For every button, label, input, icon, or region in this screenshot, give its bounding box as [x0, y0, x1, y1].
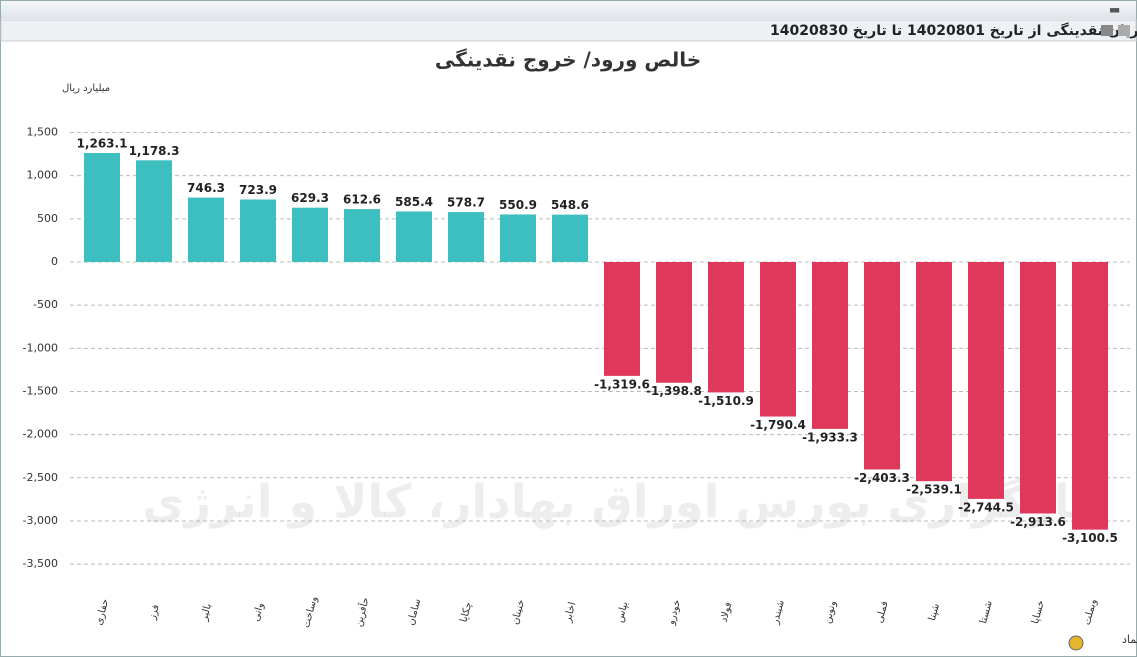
bar: [188, 197, 224, 262]
chart-title: خالص ورود/ خروج نقدینگی: [435, 48, 701, 72]
y-tick-label: 0: [51, 255, 58, 268]
bar: [1072, 262, 1108, 530]
header-row: [0, 19, 1137, 42]
data-label: 629.3: [291, 191, 329, 205]
data-label: 550.9: [499, 198, 537, 212]
y-tick-label: -3,500: [23, 557, 58, 570]
data-label: -2,403.3: [854, 471, 910, 485]
bar: [500, 214, 536, 262]
bar: [344, 209, 380, 262]
data-label: -1,510.9: [698, 394, 754, 408]
y-tick-label: -1,500: [23, 384, 58, 397]
x-tick-label: وانی: [251, 602, 267, 623]
data-label: -2,539.1: [906, 483, 962, 497]
x-tick-label: فرز: [147, 603, 162, 622]
x-tick-label: بالبر: [199, 602, 214, 623]
data-label: 746.3: [187, 181, 225, 195]
x-tick-label: فولاد: [719, 601, 735, 623]
data-label: -2,913.6: [1010, 515, 1066, 529]
y-tick-label: 500: [37, 212, 58, 225]
data-label: -1,933.3: [802, 430, 858, 444]
watermark: کارگزاری بورس اوراق بهادار، کالا و انرژی: [142, 475, 1098, 529]
y-tick-label: 1,000: [27, 169, 59, 182]
data-label: 612.6: [343, 193, 381, 207]
data-label: 1,263.1: [77, 136, 128, 150]
bar: [240, 199, 276, 262]
bar: [396, 211, 432, 262]
bar: [552, 214, 588, 262]
x-tick-label: چکاپا: [459, 601, 475, 624]
bar: [448, 212, 484, 262]
print-icon[interactable]: [1101, 25, 1113, 36]
x-axis-label: نماد: [1122, 633, 1137, 646]
bar: [656, 262, 692, 383]
data-label: -2,744.5: [958, 500, 1014, 514]
x-tick-label: اخابر: [562, 601, 578, 624]
bar: [812, 262, 848, 429]
bar: [84, 152, 120, 262]
data-label: 585.4: [395, 195, 433, 209]
data-label: 578.7: [447, 196, 485, 210]
export-icon[interactable]: [1118, 25, 1130, 36]
y-tick-label: -1,000: [23, 341, 58, 354]
bar: [968, 262, 1004, 499]
y-tick-label: -2,500: [23, 471, 58, 484]
refresh-icon[interactable]: [1068, 635, 1084, 651]
data-label: 723.9: [239, 183, 277, 197]
data-label: -1,319.6: [594, 377, 650, 391]
bar: [708, 262, 744, 393]
y-tick-label: 1,500: [27, 126, 59, 139]
top-bar: [1, 1, 1136, 19]
y-tick-label: -500: [33, 298, 58, 311]
bar: [136, 160, 172, 262]
data-label: 548.6: [551, 198, 589, 212]
y-tick-label: -3,000: [23, 514, 58, 527]
data-label: -3,100.5: [1062, 531, 1118, 545]
bar: [292, 207, 328, 262]
window-title: مقایسه جریان نقدینگی از تاریخ 14020801 ت…: [770, 22, 1137, 39]
bar: [1020, 262, 1056, 514]
x-tick-label: بپاس: [614, 601, 630, 624]
x-tick-label: شپنا: [927, 602, 942, 622]
bar: [916, 262, 952, 482]
data-label: -1,790.4: [750, 418, 806, 432]
data-label: -1,398.8: [646, 384, 702, 398]
bar: [604, 262, 640, 376]
y-tick-label: -2,000: [23, 428, 58, 441]
bar: [760, 262, 796, 417]
bar: [864, 262, 900, 470]
collapse-icon[interactable]: ▬: [1109, 3, 1120, 17]
y-axis-label: میلیارد ریال: [62, 83, 110, 94]
data-label: 1,178.3: [129, 144, 180, 158]
